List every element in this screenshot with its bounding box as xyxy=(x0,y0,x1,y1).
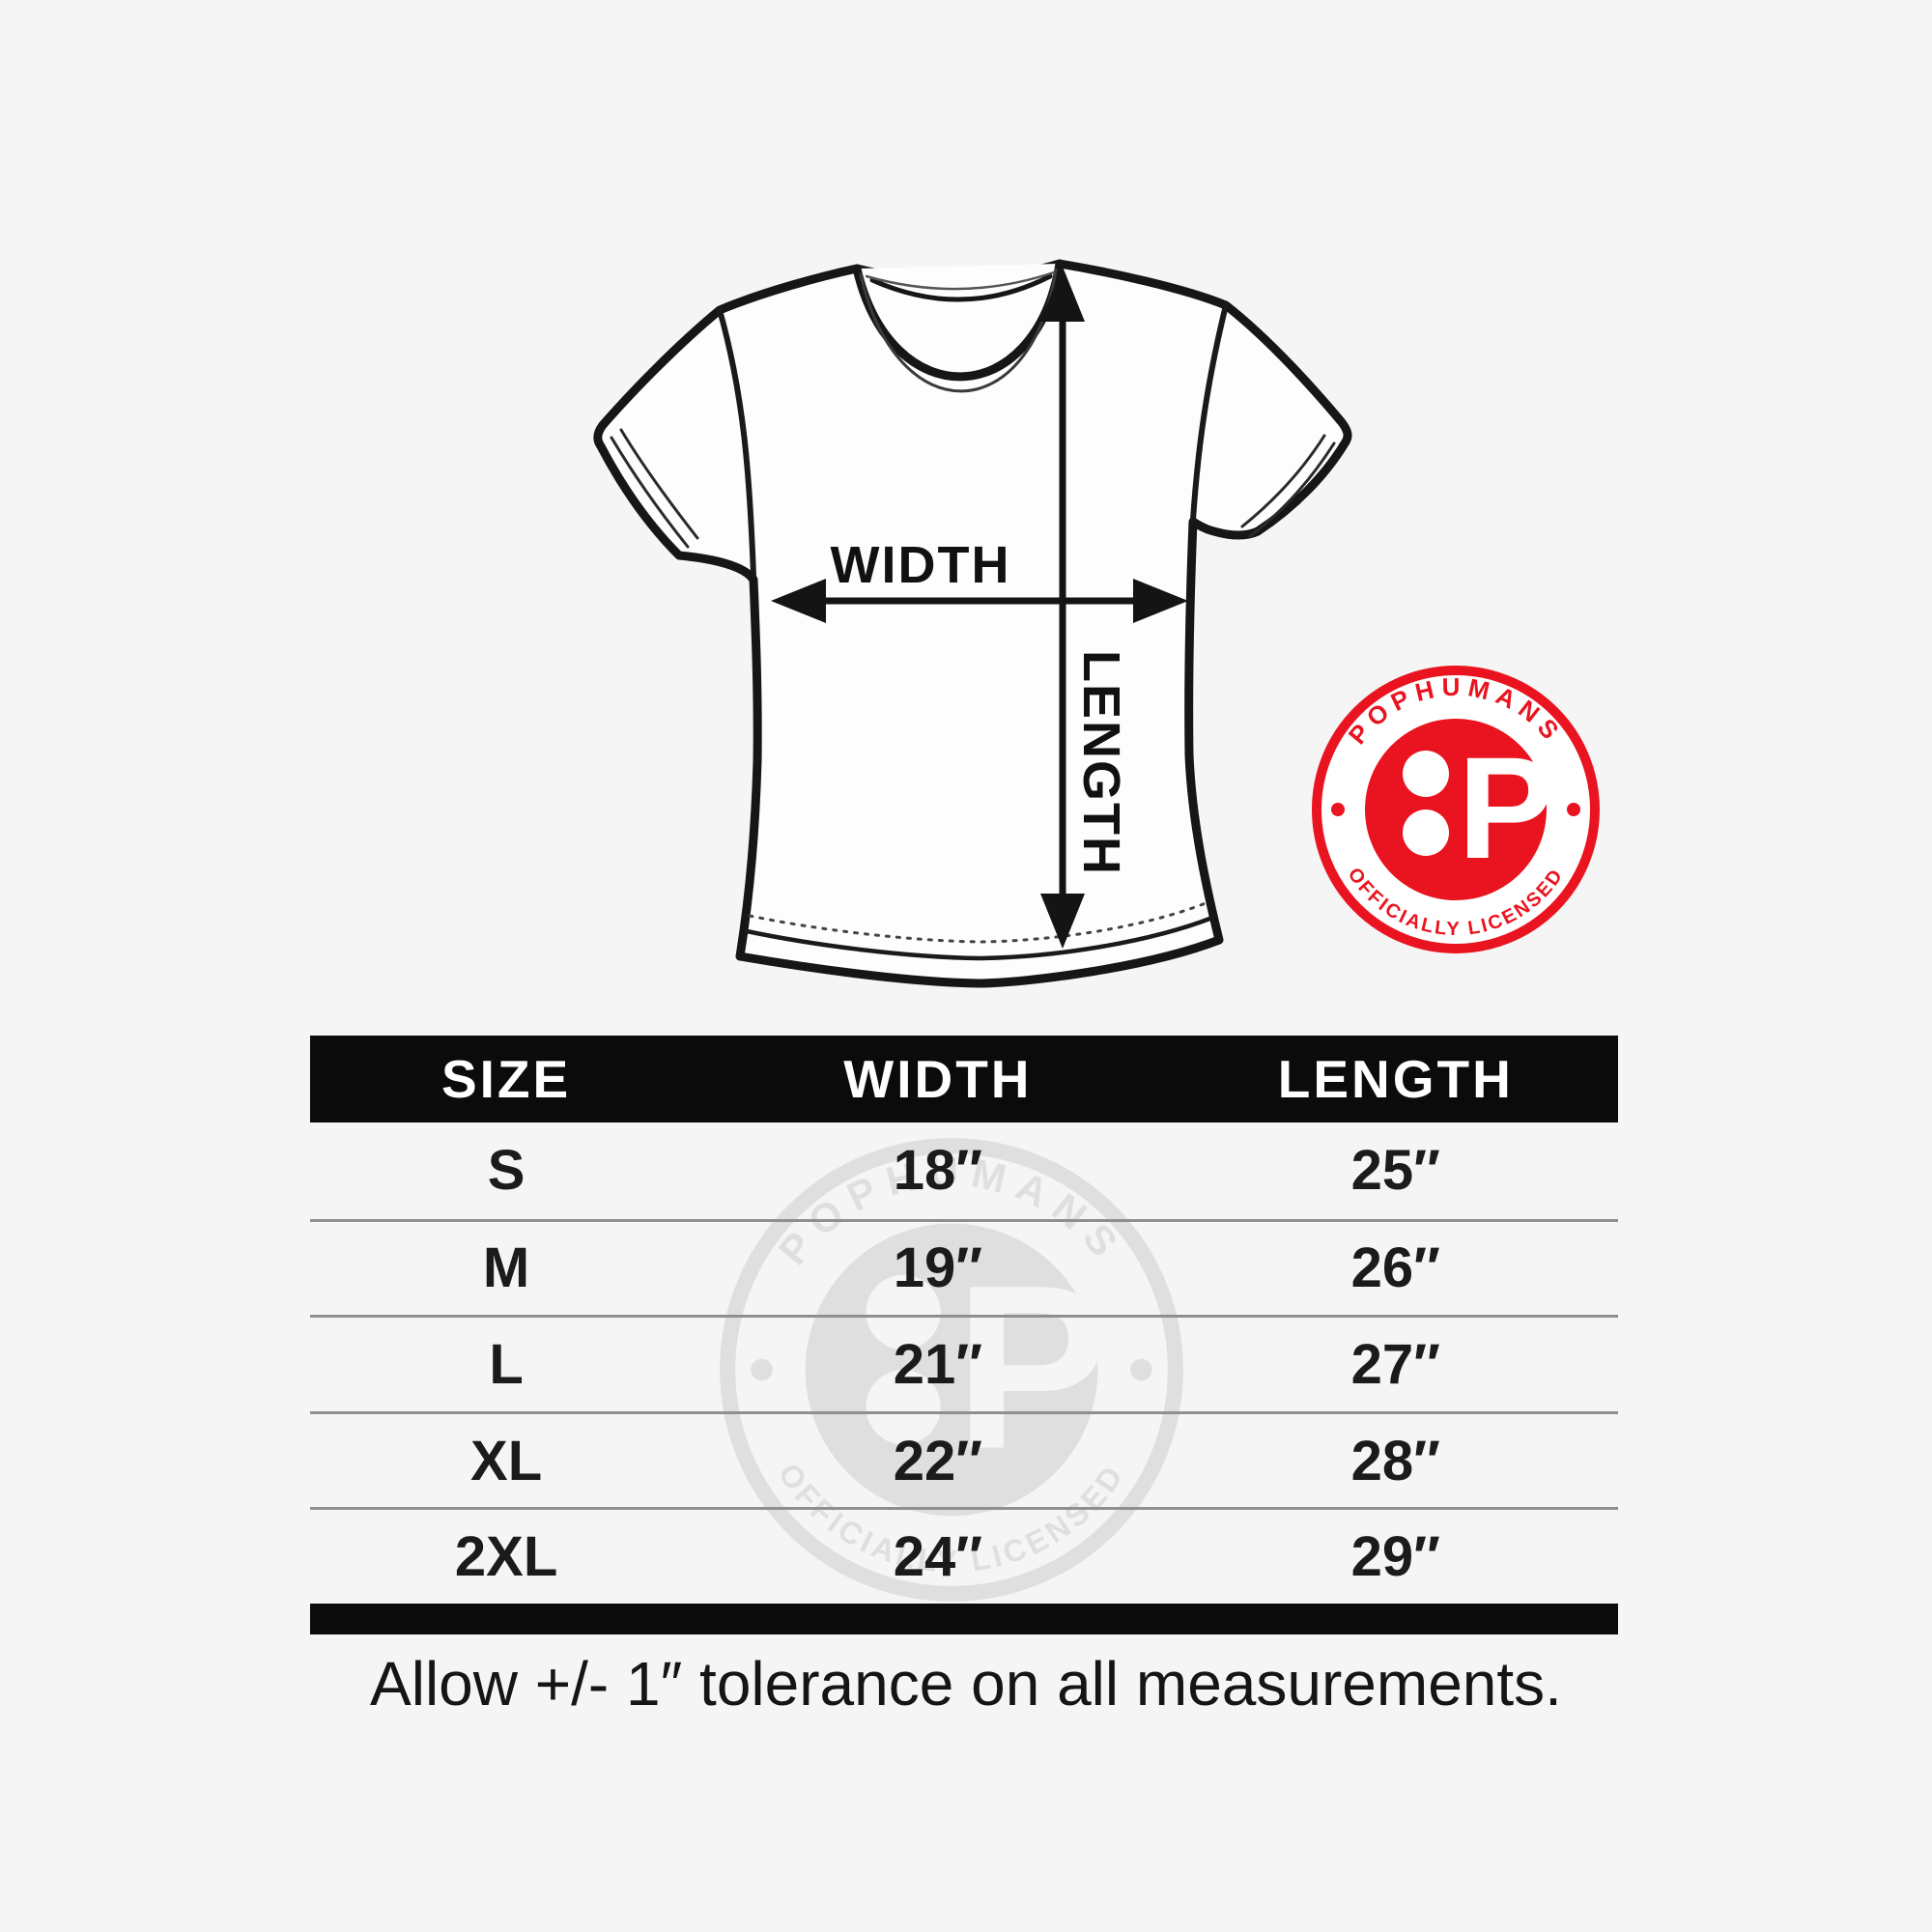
hem-inner-line xyxy=(744,915,1215,961)
cell-width: 21″ xyxy=(893,1332,983,1396)
cell-length: 26″ xyxy=(1350,1236,1440,1300)
table-row: XL 22″ 28″ xyxy=(310,1410,1618,1508)
tolerance-note: Allow +/- 1″ tolerance on all measuremen… xyxy=(370,1649,1562,1719)
cell-size: XL xyxy=(470,1429,543,1492)
cell-width: 19″ xyxy=(893,1236,983,1300)
size-table: SIZE WIDTH LENGTH S 18″ 25″ M 19″ 26″ L … xyxy=(310,1036,1618,1634)
cell-size: L xyxy=(489,1332,524,1396)
width-label: WIDTH xyxy=(831,536,1011,594)
cell-size: M xyxy=(482,1236,530,1300)
cell-width: 24″ xyxy=(893,1525,983,1589)
collar-rib-line xyxy=(865,270,1056,291)
cell-size: 2XL xyxy=(454,1525,558,1589)
collar-band-inner xyxy=(869,273,1053,302)
col-header-length: LENGTH xyxy=(1277,1049,1514,1109)
col-header-size: SIZE xyxy=(440,1049,572,1109)
hem-stitch-dashed xyxy=(748,901,1208,944)
tshirt-outline xyxy=(593,259,1352,988)
table-row: M 19″ 26″ xyxy=(310,1218,1618,1316)
collar-stitch xyxy=(859,268,1058,393)
col-header-width: WIDTH xyxy=(843,1049,1033,1109)
left-armhole-seam xyxy=(717,307,756,579)
cell-width: 22″ xyxy=(893,1429,983,1492)
pophumans-badge xyxy=(1317,670,1595,949)
width-arrow xyxy=(771,579,1188,623)
size-table-header: SIZE WIDTH LENGTH xyxy=(310,1036,1618,1122)
cell-length: 25″ xyxy=(1350,1139,1440,1203)
cell-width: 18″ xyxy=(893,1139,983,1203)
measurement-arrows: WIDTH LENGTH xyxy=(771,267,1188,949)
cell-length: 29″ xyxy=(1350,1525,1440,1589)
table-row: S 18″ 25″ xyxy=(310,1122,1618,1219)
length-arrow xyxy=(1040,267,1085,949)
table-bottom-bar xyxy=(310,1603,1618,1634)
table-row: 2XL 24″ 29″ xyxy=(310,1507,1618,1604)
cell-length: 28″ xyxy=(1350,1429,1440,1492)
cell-length: 27″ xyxy=(1350,1332,1440,1396)
length-label: LENGTH xyxy=(1072,650,1130,876)
table-row: L 21″ 27″ xyxy=(310,1315,1618,1411)
cell-size: S xyxy=(487,1139,526,1203)
sleeve-hem-stitches xyxy=(610,428,1336,549)
tshirt-illustration xyxy=(593,259,1352,988)
right-armhole-seam xyxy=(1190,302,1229,523)
